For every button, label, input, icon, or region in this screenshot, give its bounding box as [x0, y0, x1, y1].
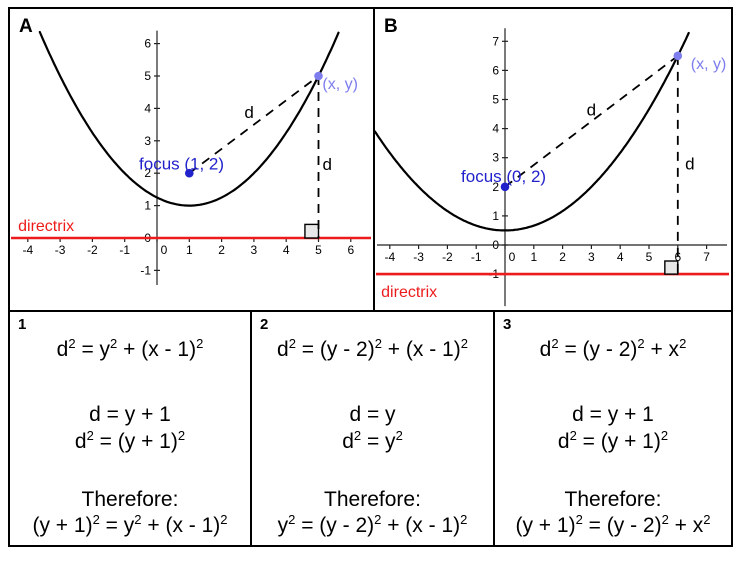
- x-tick-label: 5: [315, 243, 322, 257]
- x-tick-label: 5: [646, 250, 653, 264]
- panel-3-d-squared-equation: d2 = (y + 1)2: [557, 428, 669, 453]
- panel-2-d-equation: d = y: [349, 403, 396, 426]
- panel-1-therefore-label: Therefore:: [81, 488, 179, 511]
- parabola-curve: [375, 31, 690, 232]
- xy-point: [673, 51, 683, 61]
- x-tick-label: 1: [186, 243, 193, 257]
- y-tick-label: 5: [492, 93, 499, 107]
- panel-2-result-equation: y2 = (y - 2)2 + (x - 1)2: [277, 512, 468, 537]
- y-tick-label: 3: [492, 151, 499, 165]
- x-tick-label: 3: [251, 243, 258, 257]
- graphs-row: -10123456-4-3-2-10123456directrixddfocus…: [10, 9, 731, 312]
- x-tick-label: 6: [674, 250, 681, 264]
- panel-2-distance-equation: d2 = (y - 2)2 + (x - 1)2: [277, 336, 468, 361]
- x-tick-label: 7: [703, 250, 710, 264]
- directrix-label: directrix: [381, 284, 437, 301]
- equation-panel-3: 3 d2 = (y - 2)2 + x2 d = y + 1 d2 = (y +…: [493, 312, 731, 545]
- x-tick-label: -3: [55, 243, 66, 257]
- xy-point-label: (x, y): [691, 56, 727, 73]
- panel-1-d-squared-equation: d2 = (y + 1)2: [74, 428, 186, 453]
- right-angle-marker: [304, 223, 320, 239]
- y-tick-label: 3: [144, 134, 151, 148]
- focus-point: [500, 182, 510, 192]
- y-tick-label: 2: [144, 166, 151, 180]
- y-tick-label: -1: [140, 263, 151, 277]
- distance-d-label: d: [244, 103, 253, 122]
- x-tick-label: -4: [22, 243, 33, 257]
- panel-2-therefore-label: Therefore:: [324, 488, 421, 511]
- panel-1-number: 1: [18, 316, 27, 333]
- xy-point-label: (x, y): [322, 76, 358, 93]
- focus-distance-dashed-line: [504, 55, 679, 188]
- x-tick-label: -4: [384, 250, 395, 264]
- focus-label: focus (1, 2): [139, 154, 224, 173]
- equations-row: 1 d2 = y2 + (x - 1)2 d = y + 1 d2 = (y +…: [10, 312, 731, 545]
- equation-panel-2: 2 d2 = (y - 2)2 + (x - 1)2 d = y d2 = y2…: [250, 312, 493, 545]
- distance-d-label: d: [587, 101, 596, 120]
- panel-1-result-equation: (y + 1)2 = y2 + (x - 1)2: [32, 512, 228, 537]
- panel-a-letter: A: [19, 16, 34, 37]
- panel-1-d-equation: d = y + 1: [89, 403, 171, 426]
- panel-3-d-equation: d = y + 1: [572, 403, 654, 426]
- x-tick-label: 2: [218, 243, 225, 257]
- y-tick-label: 6: [492, 63, 499, 77]
- x-tick-label: -2: [442, 250, 453, 264]
- y-tick-label: 1: [144, 199, 151, 213]
- figure-frame: -10123456-4-3-2-10123456directrixddfocus…: [8, 7, 733, 547]
- x-tick-label: 3: [588, 250, 595, 264]
- panel-3-distance-equation: d2 = (y - 2)2 + x2: [539, 336, 687, 361]
- y-tick-label: 4: [144, 101, 151, 115]
- x-tick-label: -2: [87, 243, 98, 257]
- panel-2-number: 2: [260, 316, 269, 333]
- focus-label: focus (0, 2): [461, 167, 546, 186]
- focus-distance-dashed-line: [188, 75, 320, 174]
- x-tick-label: -1: [471, 250, 482, 264]
- parabola-curve: [38, 30, 340, 207]
- distance-d-label: d: [685, 154, 694, 173]
- graph-panel-a: -10123456-4-3-2-10123456directrixddfocus…: [10, 9, 373, 310]
- y-tick-label: 5: [144, 69, 151, 83]
- y-tick-label: 2: [492, 180, 499, 194]
- xy-point: [314, 71, 323, 81]
- y-tick-label: 7: [492, 34, 499, 48]
- panel-2-d-squared-equation: d2 = y2: [342, 428, 403, 453]
- x-tick-label: -3: [413, 250, 424, 264]
- x-tick-label: 0: [161, 243, 168, 257]
- parabola-graph-a: -10123456-4-3-2-10123456directrixddfocus…: [11, 30, 371, 285]
- x-tick-label: 4: [617, 250, 624, 264]
- directrix-label: directrix: [18, 218, 74, 235]
- right-angle-marker: [664, 260, 679, 275]
- graph-panel-b: -1 0 1 2 3 4 5 6 7 -4 -3 -2 -1 0 1 2 3 4 5 6 7 directrix d d foc…: [373, 9, 731, 310]
- y-tick-label: 4: [492, 122, 499, 136]
- distance-d-label: d: [322, 155, 331, 174]
- focus-point: [185, 168, 194, 178]
- x-tick-label: 4: [283, 243, 290, 257]
- panel-3-therefore-label: Therefore:: [564, 488, 662, 511]
- x-tick-label: 6: [347, 243, 354, 257]
- panel-b-letter: B: [384, 16, 399, 37]
- panel-3-result-equation: (y + 1)2 = (y - 2)2 + x2: [515, 512, 711, 537]
- x-tick-label: 1: [530, 250, 537, 264]
- y-tick-label: 6: [144, 37, 151, 51]
- equation-panel-1: 1 d2 = y2 + (x - 1)2 d = y + 1 d2 = (y +…: [10, 312, 250, 545]
- x-tick-label: 0: [509, 250, 516, 264]
- panel-1-distance-equation: d2 = y2 + (x - 1)2: [56, 336, 204, 361]
- x-tick-label: 2: [559, 250, 566, 264]
- panel-3-number: 3: [503, 316, 512, 333]
- x-tick-label: -1: [119, 243, 130, 257]
- y-tick-label: 1: [492, 209, 499, 223]
